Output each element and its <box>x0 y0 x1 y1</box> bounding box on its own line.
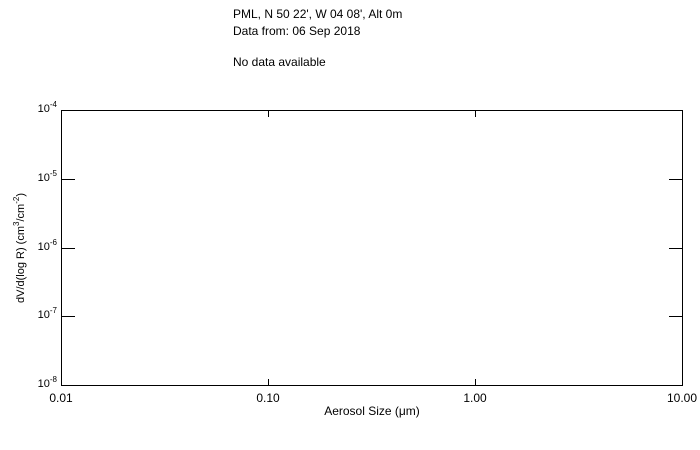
superscript: 3 <box>12 221 21 226</box>
x-tick-mark-bottom <box>475 379 476 385</box>
x-tick-mark-bottom <box>268 379 269 385</box>
plot-subtitle: Data from: 06 Sep 2018 <box>233 24 361 38</box>
x-tick-label: 0.10 <box>256 391 280 405</box>
y-tick-mark-left <box>62 316 75 317</box>
y-tick-label: 10-6 <box>37 238 57 253</box>
y-tick-mark-left <box>62 248 75 249</box>
x-tick-mark-top <box>268 111 269 117</box>
y-tick-mark-right <box>669 179 682 180</box>
y-tick-label: 10-7 <box>37 306 57 321</box>
x-tick-label: 10.00 <box>666 391 698 405</box>
x-tick-label: 0.01 <box>49 391 73 405</box>
y-tick-label: 10-4 <box>37 100 57 115</box>
superscript: -7 <box>49 306 57 315</box>
superscript: -5 <box>49 169 57 178</box>
y-tick-mark-right <box>669 316 682 317</box>
superscript: -4 <box>49 100 57 109</box>
y-tick-label: 10-5 <box>37 169 57 184</box>
y-tick-mark-right <box>669 248 682 249</box>
x-tick-label: 1.00 <box>463 391 487 405</box>
superscript: -6 <box>49 238 57 247</box>
superscript: -8 <box>49 375 57 384</box>
plot-area <box>61 110 683 386</box>
x-tick-mark-top <box>475 111 476 117</box>
y-tick-mark-left <box>62 179 75 180</box>
plot-title: PML, N 50 22', W 04 08', Alt 0m <box>233 7 403 21</box>
no-data-message: No data available <box>233 55 326 69</box>
x-axis-label: Aerosol Size (μm) <box>324 404 420 418</box>
superscript: -2 <box>12 196 21 204</box>
y-tick-label: 10-8 <box>37 375 57 390</box>
